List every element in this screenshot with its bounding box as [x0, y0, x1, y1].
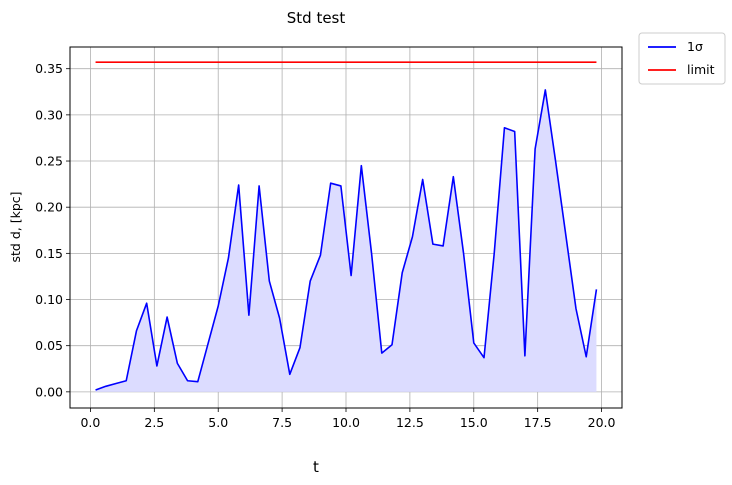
x-tick-label: 20.0	[588, 415, 616, 430]
y-tick-label: 0.25	[35, 154, 63, 169]
y-tick-label: 0.35	[35, 61, 63, 76]
legend-label-limit: limit	[687, 62, 715, 77]
x-tick-label: 2.5	[144, 415, 164, 430]
y-tick-label: 0.20	[35, 200, 63, 215]
series-line-1sigma	[95, 89, 598, 391]
y-tick-label: 0.00	[35, 384, 63, 399]
x-tick-label: 5.0	[208, 415, 228, 430]
chart-title: Std test	[287, 9, 346, 27]
legend: 1σ limit	[638, 32, 726, 85]
y-tick-label: 0.15	[35, 246, 63, 261]
y-axis-label: std d, [kpc]	[8, 191, 23, 262]
x-tick-label: 12.5	[396, 415, 424, 430]
y-tick-label: 0.30	[35, 107, 63, 122]
x-tick-label: 15.0	[460, 415, 488, 430]
legend-label-1sigma: 1σ	[687, 39, 703, 54]
y-tick-label: 0.10	[35, 292, 63, 307]
x-tick-label: 0.0	[80, 415, 100, 430]
fill-area	[95, 89, 597, 392]
x-tick-label: 7.5	[272, 415, 292, 430]
x-axis-label: t	[313, 458, 319, 476]
x-tick-label: 10.0	[332, 415, 360, 430]
legend-frame	[638, 32, 726, 85]
y-axis: 0.00 0.05 0.10 0.15 0.20 0.25 0.30 0.35	[35, 61, 70, 399]
series-fill-1sigma	[95, 89, 597, 392]
x-tick-label: 17.5	[524, 415, 552, 430]
x-axis: 0.0 2.5 5.0 7.5 10.0 12.5 15.0 17.5 20.0	[80, 408, 616, 430]
y-tick-label: 0.05	[35, 338, 63, 353]
series-lines	[95, 61, 598, 391]
